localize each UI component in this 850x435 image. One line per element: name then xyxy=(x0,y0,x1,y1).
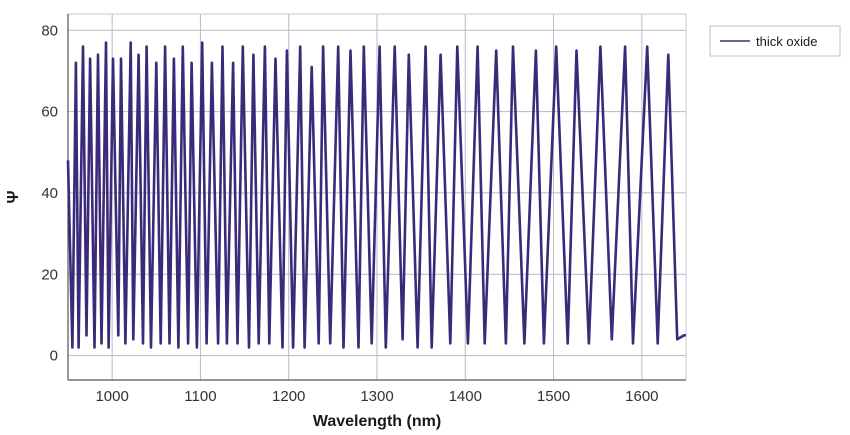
y-tick-label: 0 xyxy=(50,348,58,365)
x-tick-label: 1200 xyxy=(272,388,305,405)
y-tick-label: 80 xyxy=(41,22,58,39)
y-tick-label: 60 xyxy=(41,104,58,121)
x-axis-title: Wavelength (nm) xyxy=(313,413,441,430)
x-tick-label: 1000 xyxy=(95,388,128,405)
legend: thick oxide xyxy=(709,25,841,57)
x-tick-label: 1600 xyxy=(625,388,658,405)
legend-label: thick oxide xyxy=(756,34,817,49)
x-tick-label: 1500 xyxy=(537,388,570,405)
y-tick-label: 20 xyxy=(41,266,58,283)
series-layer xyxy=(66,41,686,349)
x-tick-label: 1400 xyxy=(449,388,482,405)
x-tick-label: 1300 xyxy=(360,388,393,405)
y-tick-labels: 0 20 40 60 80 xyxy=(41,22,58,364)
x-tick-labels: 1000 1100 1200 1300 1400 1500 1600 xyxy=(95,388,658,405)
y-tick-label: 40 xyxy=(41,185,58,202)
y-axis-title: Ψ xyxy=(5,190,22,203)
series-line-0 xyxy=(66,41,686,349)
x-tick-label: 1100 xyxy=(184,388,216,405)
